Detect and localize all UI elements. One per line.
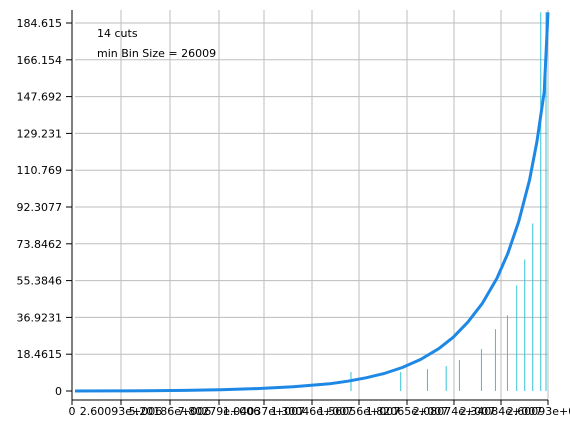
y-tick-label: 73.8462 xyxy=(17,238,63,251)
cut-lines xyxy=(350,12,547,391)
x-tick-label: 1.56056e+007 xyxy=(318,405,400,418)
y-tick-label: 110.769 xyxy=(17,164,63,177)
x-tick-label: 1.30046e+007 xyxy=(271,405,353,418)
x-tick-label: 2.34084e+007 xyxy=(460,405,542,418)
annotation-min-bin-size: min Bin Size = 26009 xyxy=(97,47,216,60)
annotation-cuts: 14 cuts xyxy=(97,27,138,40)
series-line xyxy=(74,12,550,393)
x-axis-ticks: 0 2.60093e+0065.20186e+0067.80279e+0061.0… xyxy=(69,400,570,418)
y-tick-label: 0 xyxy=(55,385,62,398)
y-tick-label: 55.3846 xyxy=(17,275,63,288)
y-tick-label: 36.9231 xyxy=(17,311,63,324)
x-tick-label: 7.80279e+006 xyxy=(178,405,260,418)
axes xyxy=(71,10,548,401)
y-tick-label: 92.3077 xyxy=(17,201,63,214)
x-tick-label: 5.20186e+006 xyxy=(129,405,211,418)
x-tick-label: 1.82065e+007 xyxy=(366,405,448,418)
x-tick-label: 1.04037e+007 xyxy=(223,405,305,418)
y-tick-label: 184.615 xyxy=(17,17,63,30)
y-tick-label: 166.154 xyxy=(17,54,63,67)
y-tick-label: 18.4615 xyxy=(17,348,63,361)
x-tick-label: 0 xyxy=(69,405,76,418)
gridlines xyxy=(75,10,549,400)
y-axis-ticks: 0 18.4615 36.9231 55.3846 73.8462 92.3077 110.… xyxy=(17,17,72,398)
x-tick-label: 2.60093e+006 xyxy=(80,405,162,418)
x-tick-label: 2.08074e+007 xyxy=(413,405,495,418)
x-tick-label: 2.60093e+007 xyxy=(507,405,570,418)
y-tick-label: 129.231 xyxy=(17,127,63,140)
y-tick-label: 147.692 xyxy=(17,91,63,104)
